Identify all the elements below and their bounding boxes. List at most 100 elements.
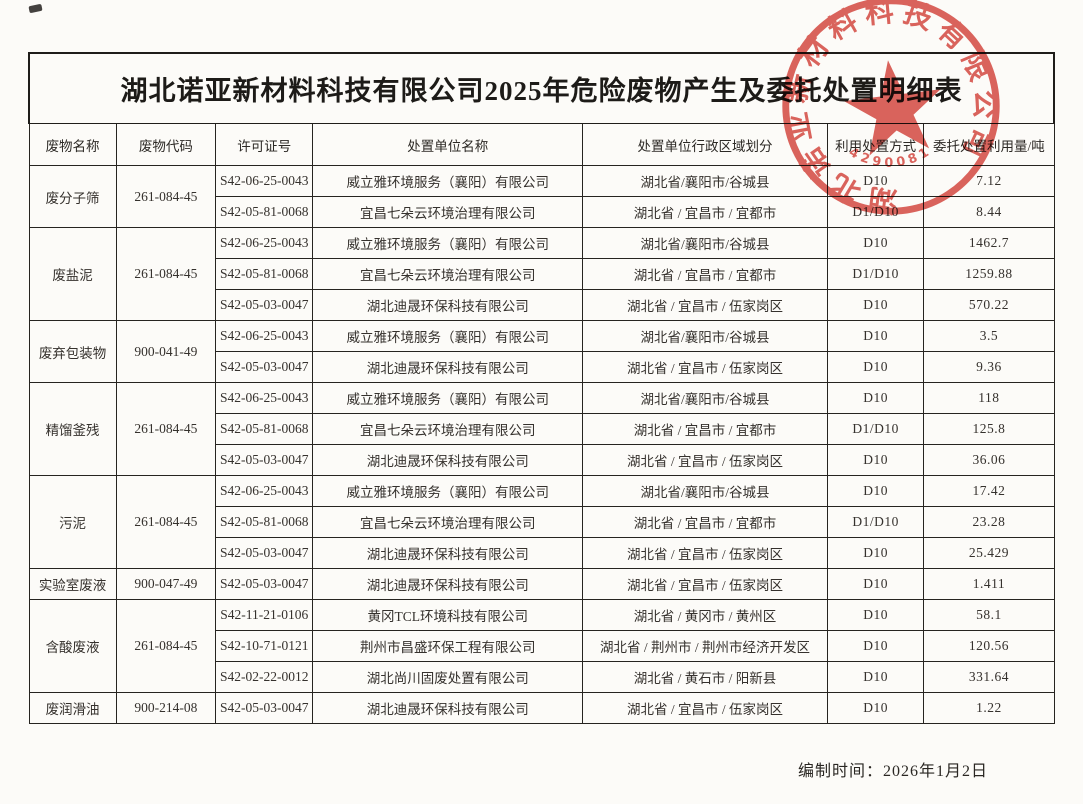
quantity-cell: 1259.88	[923, 258, 1055, 290]
waste-name-cell: 实验室废液	[28, 568, 117, 600]
region-cell: 湖北省 / 宜昌市 / 伍家岗区	[581, 568, 828, 600]
title-row: 湖北诺亚新材料科技有限公司2025年危险废物产生及委托处置明细表	[28, 52, 1055, 124]
quantity-cell: 125.8	[923, 413, 1055, 445]
license-cell: S42-06-25-0043	[215, 227, 314, 259]
table-row: S42-05-03-0047 湖北迪晟环保科技有限公司 湖北省 / 宜昌市 / 伍家…	[29, 444, 1055, 476]
waste-disposal-table: 湖北诺亚新材料科技有限公司2025年危险废物产生及委托处置明细表 废物名称 废物…	[28, 52, 1055, 724]
region-cell: 湖北省 / 宜昌市 / 伍家岗区	[581, 692, 828, 724]
header-waste-name: 废物名称	[28, 123, 117, 166]
waste-name-cell: 污泥	[28, 475, 117, 569]
region-cell: 湖北省 / 宜昌市 / 伍家岗区	[581, 289, 828, 321]
company-cell: 宜昌七朵云环境治理有限公司	[312, 258, 583, 290]
header-quantity: 委托处置利用量/吨	[923, 123, 1055, 166]
method-cell: D10	[826, 661, 925, 693]
license-cell: S42-05-03-0047	[215, 568, 314, 600]
quantity-cell: 36.06	[923, 444, 1055, 476]
table-header-row: 废物名称 废物代码 许可证号 处置单位名称 处置单位行政区域划分 利用处置方式 …	[28, 123, 1055, 166]
region-cell: 湖北省/襄阳市/谷城县	[581, 227, 828, 259]
header-region: 处置单位行政区域划分	[581, 123, 828, 166]
license-cell: S42-05-81-0068	[215, 413, 314, 445]
quantity-cell: 120.56	[923, 630, 1055, 662]
license-cell: S42-02-22-0012	[215, 661, 314, 693]
company-cell: 荆州市昌盛环保工程有限公司	[312, 630, 583, 662]
method-cell: D10	[826, 320, 925, 352]
waste-code-cell: 261-084-45	[115, 382, 217, 476]
company-cell: 湖北迪晟环保科技有限公司	[312, 692, 583, 724]
header-waste-code: 废物代码	[115, 123, 217, 166]
company-cell: 宜昌七朵云环境治理有限公司	[312, 413, 583, 445]
region-cell: 湖北省 / 宜昌市 / 宜都市	[581, 196, 828, 228]
method-cell: D10	[826, 537, 925, 569]
compile-date-note: 编制时间：2026年1月2日	[797, 763, 988, 780]
license-cell: S42-06-25-0043	[215, 382, 314, 414]
method-cell: D10	[826, 475, 925, 507]
company-cell: 湖北迪晟环保科技有限公司	[312, 351, 583, 383]
header-method: 利用处置方式	[826, 123, 925, 166]
method-cell: D1/D10	[826, 413, 925, 445]
quantity-cell: 7.12	[923, 165, 1055, 197]
waste-code-cell: 261-084-45	[115, 165, 217, 228]
method-cell: D10	[826, 568, 925, 600]
company-cell: 威立雅环境服务（襄阳）有限公司	[312, 227, 583, 259]
table-row: 废润滑油 900-214-08 S42-05-03-0047 湖北迪晟环保科技有限公司…	[28, 692, 1055, 724]
region-cell: 湖北省/襄阳市/谷城县	[581, 475, 828, 507]
quantity-cell: 118	[923, 382, 1055, 414]
method-cell: D10	[826, 351, 925, 383]
method-cell: D10	[826, 227, 925, 259]
quantity-cell: 570.22	[923, 289, 1055, 321]
method-cell: D10	[826, 599, 925, 631]
company-cell: 湖北迪晟环保科技有限公司	[312, 444, 583, 476]
region-cell: 湖北省/襄阳市/谷城县	[581, 320, 828, 352]
waste-code-cell: 900-041-49	[115, 320, 217, 383]
quantity-cell: 3.5	[923, 320, 1055, 352]
waste-code-cell: 261-084-45	[115, 475, 217, 569]
waste-name-cell: 废盐泥	[28, 227, 117, 321]
waste-code-cell: 900-214-08	[115, 692, 217, 724]
quantity-cell: 331.64	[923, 661, 1055, 693]
region-cell: 湖北省 / 荆州市 / 荆州市经济开发区	[581, 630, 828, 662]
method-cell: D10	[826, 630, 925, 662]
region-cell: 湖北省/襄阳市/谷城县	[581, 382, 828, 414]
page-title: 湖北诺亚新材料科技有限公司2025年危险废物产生及委托处置明细表	[28, 52, 1055, 124]
table-row: 废分子筛 261-084-45 S42-06-25-0043 威立雅环境服务（襄阳）有…	[28, 165, 1055, 228]
quantity-cell: 17.42	[923, 475, 1055, 507]
table-row: 含酸废液 261-084-45 S42-11-21-0106 黄冈TCL环境科技有限公…	[28, 599, 1055, 693]
waste-code-cell: 261-084-45	[115, 599, 217, 693]
company-cell: 威立雅环境服务（襄阳）有限公司	[312, 475, 583, 507]
table-row: S42-05-81-0068 宜昌七朵云环境治理有限公司 湖北省 / 宜昌市 / 宜…	[29, 258, 1055, 290]
method-cell: D1/D10	[826, 196, 925, 228]
quantity-cell: 25.429	[923, 537, 1055, 569]
company-cell: 湖北迪晟环保科技有限公司	[312, 537, 583, 569]
table-row: 废盐泥 261-084-45 S42-06-25-0043 威立雅环境服务（襄阳）有限…	[28, 227, 1055, 321]
license-cell: S42-05-81-0068	[215, 196, 314, 228]
waste-name-cell: 含酸废液	[28, 599, 117, 693]
waste-name-cell: 废润滑油	[28, 692, 117, 724]
method-cell: D10	[826, 289, 925, 321]
header-disposal-unit: 处置单位名称	[312, 123, 583, 166]
table-row: S42-05-03-0047 湖北迪晟环保科技有限公司 湖北省 / 宜昌市 / 伍家…	[29, 351, 1055, 383]
company-cell: 威立雅环境服务（襄阳）有限公司	[312, 382, 583, 414]
waste-name-cell: 精馏釜残	[28, 382, 117, 476]
company-cell: 湖北迪晟环保科技有限公司	[312, 568, 583, 600]
method-cell: D10	[826, 444, 925, 476]
region-cell: 湖北省/襄阳市/谷城县	[581, 165, 828, 197]
license-cell: S42-05-03-0047	[215, 351, 314, 383]
license-cell: S42-05-81-0068	[215, 506, 314, 538]
quantity-cell: 1.411	[923, 568, 1055, 600]
company-cell: 黄冈TCL环境科技有限公司	[312, 599, 583, 631]
header-license-no: 许可证号	[215, 123, 314, 166]
region-cell: 湖北省 / 宜昌市 / 宜都市	[581, 258, 828, 290]
region-cell: 湖北省 / 宜昌市 / 宜都市	[581, 413, 828, 445]
region-cell: 湖北省 / 黄冈市 / 黄州区	[581, 599, 828, 631]
method-cell: D1/D10	[826, 506, 925, 538]
license-cell: S42-05-03-0047	[215, 537, 314, 569]
table-row: 精馏釜残 261-084-45 S42-06-25-0043 威立雅环境服务（襄阳）有…	[28, 382, 1055, 476]
license-cell: S42-06-25-0043	[215, 165, 314, 197]
quantity-cell: 9.36	[923, 351, 1055, 383]
region-cell: 湖北省 / 黄石市 / 阳新县	[581, 661, 828, 693]
quantity-cell: 1462.7	[923, 227, 1055, 259]
license-cell: S42-05-03-0047	[215, 444, 314, 476]
table-row: S42-05-03-0047 湖北迪晟环保科技有限公司 湖北省 / 宜昌市 / 伍家…	[29, 289, 1055, 321]
license-cell: S42-06-25-0043	[215, 320, 314, 352]
